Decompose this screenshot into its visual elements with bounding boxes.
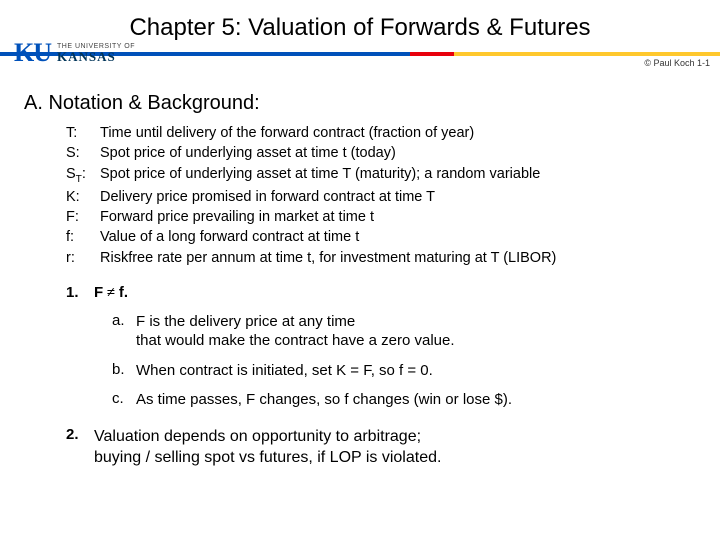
content-area: A. Notation & Background: T:Time until d…: [0, 80, 720, 469]
notation-definition: Spot price of underlying asset at time t…: [100, 143, 700, 163]
notation-symbol: T:: [66, 123, 100, 143]
sub-letter: b.: [112, 361, 136, 381]
notation-definition: Riskfree rate per annum at time t, for i…: [100, 248, 700, 268]
notation-definition: Spot price of underlying asset at time T…: [100, 164, 700, 187]
sub-item: c.As time passes, F changes, so f change…: [112, 390, 700, 410]
headline-pre: F: [94, 284, 103, 301]
header-row: KU THE UNIVERSITY OF KANSAS © Paul Koch …: [0, 56, 720, 80]
notation-row: K:Delivery price promised in forward con…: [66, 187, 700, 207]
notation-row: ST:Spot price of underlying asset at tim…: [66, 164, 700, 187]
sub-text: F is the delivery price at any timethat …: [136, 312, 700, 351]
ku-mark-icon: KU: [14, 40, 51, 66]
sub-letter: c.: [112, 390, 136, 410]
notation-row: F:Forward price prevailing in market at …: [66, 207, 700, 227]
notation-definition: Forward price prevailing in market at ti…: [100, 207, 700, 227]
point-1-number: 1.: [66, 284, 94, 410]
notation-symbol: r:: [66, 248, 100, 268]
point-1: 1. F ≠ f. a.F is the delivery price at a…: [24, 284, 700, 410]
notation-symbol: S:: [66, 143, 100, 163]
point-1-headline: F ≠ f.: [94, 284, 128, 301]
section-heading: A. Notation & Background:: [24, 92, 700, 115]
notation-definition: Delivery price promised in forward contr…: [100, 187, 700, 207]
sub-text: As time passes, F changes, so f changes …: [136, 390, 700, 410]
point-2: 2. Valuation depends on opportunity to a…: [24, 426, 700, 469]
notation-row: T:Time until delivery of the forward con…: [66, 123, 700, 143]
notation-row: f:Value of a long forward contract at ti…: [66, 227, 700, 247]
point-1-body: F ≠ f. a.F is the delivery price at any …: [94, 284, 700, 410]
sub-text: When contract is initiated, set K = F, s…: [136, 361, 700, 381]
sub-item: b.When contract is initiated, set K = F,…: [112, 361, 700, 381]
point-2-number: 2.: [66, 426, 94, 469]
point-1-sublist: a.F is the delivery price at any timetha…: [94, 312, 700, 410]
notation-row: r:Riskfree rate per annum at time t, for…: [66, 248, 700, 268]
slide: Chapter 5: Valuation of Forwards & Futur…: [0, 0, 720, 540]
ku-wordmark: THE UNIVERSITY OF KANSAS: [57, 43, 135, 63]
point-2-body: Valuation depends on opportunity to arbi…: [94, 426, 700, 469]
ku-kansas-text: KANSAS: [57, 50, 135, 63]
sub-item: a.F is the delivery price at any timetha…: [112, 312, 700, 351]
notation-symbol: f:: [66, 227, 100, 247]
notation-list: T:Time until delivery of the forward con…: [24, 123, 700, 268]
ku-logo: KU THE UNIVERSITY OF KANSAS: [14, 40, 135, 66]
notation-symbol: F:: [66, 207, 100, 227]
copyright-text: © Paul Koch 1-1: [644, 58, 710, 68]
notation-symbol: K:: [66, 187, 100, 207]
notation-row: S:Spot price of underlying asset at time…: [66, 143, 700, 163]
notation-symbol: ST:: [66, 164, 100, 187]
headline-neq: ≠: [103, 285, 119, 301]
headline-post: f.: [119, 284, 128, 301]
sub-letter: a.: [112, 312, 136, 351]
notation-definition: Value of a long forward contract at time…: [100, 227, 700, 247]
notation-definition: Time until delivery of the forward contr…: [100, 123, 700, 143]
